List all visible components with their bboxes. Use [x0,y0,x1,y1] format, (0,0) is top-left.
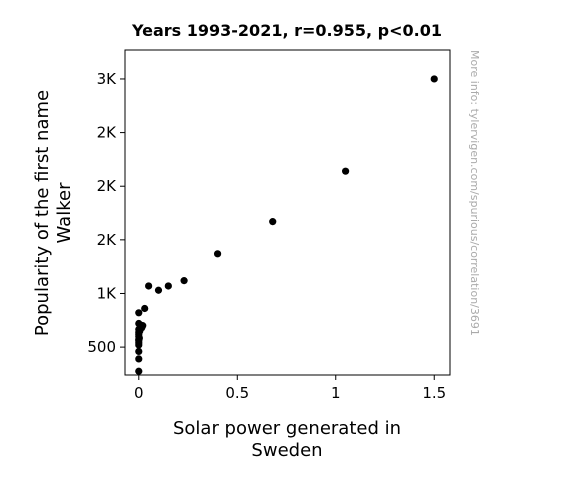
scatter-point [342,167,350,175]
y-tick-label: 2K [97,124,118,142]
scatter-point [135,309,143,317]
x-axis-label-line2: Sweden [251,440,322,461]
scatter-point [154,286,163,294]
scatter-point [269,218,277,226]
scatter-point [135,367,143,375]
scatter-point [135,347,143,356]
scatter-point [180,277,188,285]
scatter-point [430,75,438,83]
y-tick-label: 1K [97,284,118,302]
x-axis-label-line1: Solar power generated in [173,418,401,439]
data-points [135,75,438,375]
y-tick-label: 500 [87,338,116,356]
scatter-point [135,355,143,363]
x-tick-label: 1.5 [422,384,446,402]
x-axis: 0 0.5 1 1.5 [134,375,446,402]
y-axis-label-line1: Popularity of the first name [32,90,53,336]
watermark-text: More info: tylervigen.com/spurious/corre… [468,50,481,336]
y-tick-label: 2K [97,177,118,195]
y-tick-label: 2K [97,231,118,249]
x-tick-label: 0 [134,384,144,402]
plot-area-frame [124,49,451,376]
chart-title: Years 1993-2021, r=0.955, p<0.01 [131,21,442,40]
scatter-point [141,304,149,313]
y-axis-label-line2: Walker [54,182,75,244]
x-tick-label: 1 [331,384,341,402]
scatter-point [135,334,143,342]
scatter-point [164,282,172,290]
scatter-point [213,250,222,258]
y-tick-label: 3K [97,70,118,88]
y-axis: 500 1K 2K 2K 2K 3K [87,70,125,356]
scatter-point [145,282,153,290]
scatter-point [139,322,147,330]
x-tick-label: 0.5 [225,384,249,402]
